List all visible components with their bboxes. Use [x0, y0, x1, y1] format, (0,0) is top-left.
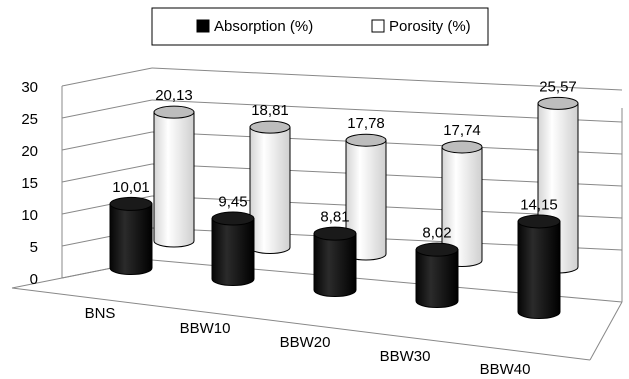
gridline-wall	[61, 163, 153, 183]
x-tick-label: BNS	[85, 305, 116, 322]
y-tick-labels: 0 5 10 15 20 25 30	[21, 79, 38, 288]
floor-base	[11, 277, 63, 289]
bar-body	[211, 218, 255, 286]
data-label: 8,02	[422, 225, 451, 242]
data-label: 9,45	[218, 194, 247, 211]
data-label: 20,13	[155, 87, 193, 104]
data-label: 8,81	[320, 209, 349, 226]
bar-body	[313, 233, 357, 297]
floor-right-edge	[589, 301, 623, 361]
x-tick-labels: BNS BBW10 BBW20 BBW30 BBW40	[85, 305, 531, 378]
gridline-wall	[61, 99, 153, 119]
gridline-wall	[61, 67, 153, 87]
y-tick-label: 25	[21, 111, 38, 128]
y-tick-label: 15	[21, 175, 38, 192]
bar-cap	[211, 211, 255, 226]
x-tick-label: BBW20	[280, 334, 331, 351]
legend-label-absorption: Absorption (%)	[214, 18, 313, 35]
data-label: 25,57	[539, 78, 577, 95]
legend-swatch-absorption	[196, 19, 210, 33]
bar	[211, 211, 255, 286]
bar-cap	[153, 105, 195, 119]
bar	[313, 226, 357, 297]
x-tick-label: BBW10	[180, 320, 231, 337]
floor-front-edge	[11, 287, 591, 361]
bar	[441, 140, 483, 267]
legend-label-porosity: Porosity (%)	[389, 18, 471, 35]
bar-body	[415, 249, 459, 308]
bar-body	[109, 203, 153, 275]
bar-body	[153, 111, 195, 248]
bar	[153, 105, 195, 248]
bar	[109, 196, 153, 275]
bar-cap	[537, 96, 579, 110]
bar-cap	[415, 242, 459, 257]
y-tick-label: 5	[30, 239, 38, 256]
y-tick-label: 30	[21, 79, 38, 96]
data-label: 14,15	[520, 196, 558, 213]
gridline-wall	[61, 131, 153, 151]
bar-cap	[441, 140, 483, 154]
data-label: 17,74	[443, 122, 481, 139]
bar-cap	[313, 226, 357, 241]
gridline	[151, 67, 623, 91]
x-tick-label: BBW40	[480, 361, 531, 378]
bar	[517, 214, 561, 319]
bar-cap	[517, 214, 561, 229]
legend-swatch-porosity	[371, 19, 385, 33]
data-label: 17,78	[347, 115, 385, 132]
bar-cap	[249, 120, 291, 134]
data-label: 10,01	[112, 179, 150, 196]
x-tick-label: BBW30	[380, 348, 431, 365]
y-tick-label: 20	[21, 143, 38, 160]
bar-body	[249, 126, 291, 254]
bar-cap	[109, 196, 153, 211]
bar	[249, 120, 291, 254]
bar-cap	[345, 133, 387, 147]
bars: 20,13 18,81 17,78 17,74 25,57 10,01 9,45 8,81 8,…	[109, 78, 579, 319]
bar-body	[517, 220, 561, 319]
legend: Absorption (%) Porosity (%)	[151, 7, 489, 46]
y-tick-label: 10	[21, 207, 38, 224]
bar	[415, 242, 459, 308]
y-tick-label: 0	[30, 271, 38, 288]
data-label: 18,81	[251, 102, 289, 119]
